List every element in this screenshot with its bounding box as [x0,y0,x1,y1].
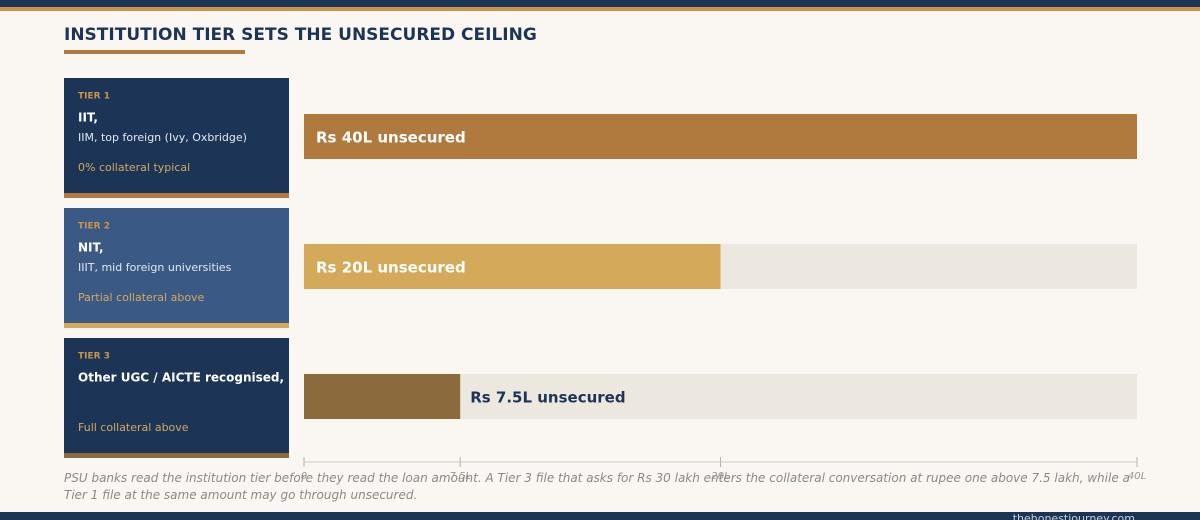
bar [304,244,721,289]
tier-name: IIT, [78,111,98,125]
x-tick-label: 20L [711,471,729,482]
value-label: Rs 20L unsecured [316,259,466,277]
top-accent [0,7,1200,11]
tier-detail: IIIT, mid foreign universities [78,261,232,274]
tier-stripe [64,193,289,198]
tier-tag: TIER 1 [78,92,110,102]
tier-panel [64,338,289,458]
tier-panel [64,208,289,328]
bar [304,114,1137,159]
tier-tag: TIER 3 [78,352,110,362]
tier-name: Other UGC / AICTE recognised, [78,371,284,385]
tier-panel [64,78,289,198]
value-label: Rs 7.5L unsecured [470,389,625,407]
tier-note: 0% collateral typical [78,161,190,174]
tier-stripe [64,453,289,458]
caption: PSU banks read the institution tier befo… [64,471,1130,502]
tier-note: Partial collateral above [78,291,205,304]
tier-tag: TIER 2 [78,222,110,232]
x-tick-label: 7.5L [449,471,470,482]
x-tick-label: 40L [1128,471,1146,482]
tier-detail: IIM, top foreign (Ivy, Oxbridge) [78,131,247,144]
value-label: Rs 40L unsecured [316,129,466,147]
top-band [0,0,1200,7]
bar [304,374,461,419]
x-tick-label: 0 [301,471,307,482]
tier-name: NIT, [78,241,104,255]
title-underline [64,50,245,54]
bottom-band [0,512,1200,520]
tier-stripe [64,323,289,328]
chart-title: INSTITUTION TIER SETS THE UNSECURED CEIL… [64,25,537,45]
source: thehonestjourney.com [1013,512,1135,520]
tier-note: Full collateral above [78,421,189,434]
